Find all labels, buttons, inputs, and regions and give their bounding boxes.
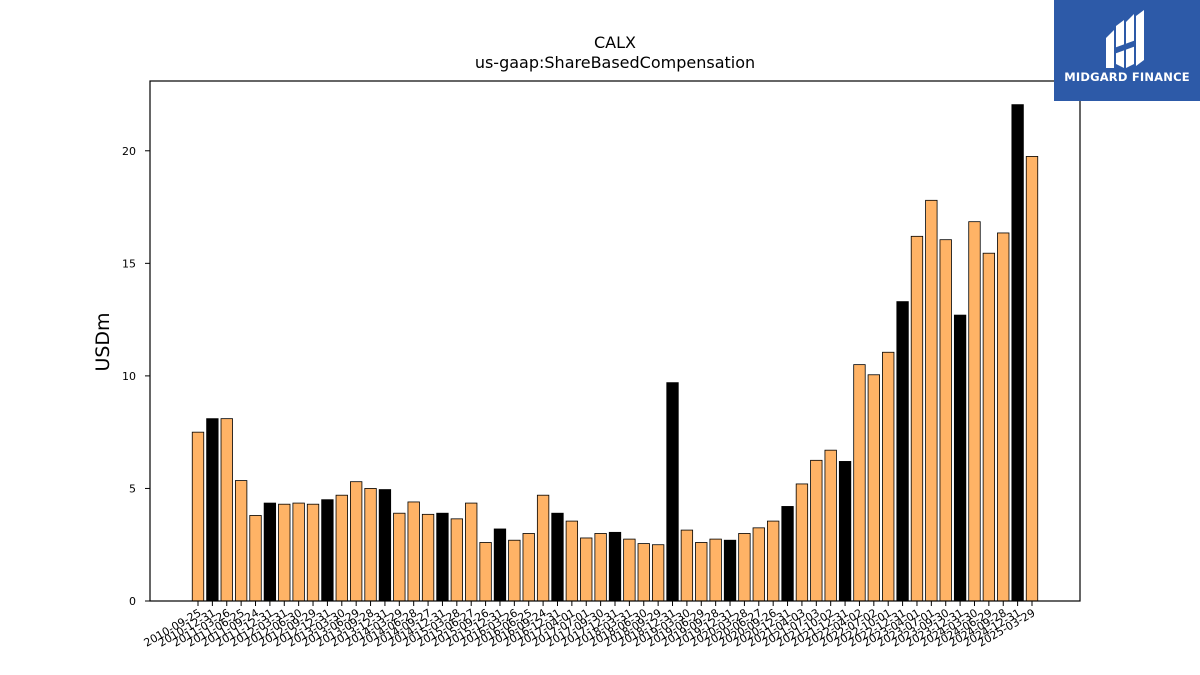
bar-2012-12-31 bbox=[321, 499, 334, 602]
y-tick-label: 15 bbox=[122, 257, 136, 270]
bar-2014-09-27 bbox=[421, 513, 435, 602]
bar-2011-06-25 bbox=[234, 480, 248, 602]
y-axis-label: USDm bbox=[92, 312, 114, 371]
y-tick-label: 0 bbox=[129, 595, 136, 608]
bar-2010-09-25 bbox=[191, 431, 205, 602]
bar-2015-06-27 bbox=[465, 502, 478, 602]
bar-2013-09-28 bbox=[364, 488, 377, 602]
bar-2011-12-31 bbox=[263, 502, 277, 602]
chart-title: CALX bbox=[594, 33, 636, 52]
bar-2022-12-31 bbox=[896, 301, 909, 602]
bar-2011-09-24 bbox=[249, 515, 262, 602]
bar-2023-09-30 bbox=[939, 239, 952, 602]
x-axis: 2010-09-252010-12-312011-03-262011-06-25… bbox=[142, 601, 1038, 650]
brand-logo: MIDGARD FINANCE bbox=[1054, 0, 1200, 101]
bar-2024-09-28 bbox=[997, 232, 1010, 602]
bar-2017-12-31 bbox=[608, 531, 622, 602]
y-tick-label: 10 bbox=[122, 370, 136, 383]
bar-2019-09-28 bbox=[709, 538, 722, 602]
bar-2014-06-28 bbox=[407, 501, 420, 602]
bar-2017-04-01 bbox=[565, 520, 579, 602]
bar-2016-12-31 bbox=[551, 512, 564, 602]
bar-2013-12-31 bbox=[378, 489, 392, 602]
bar-2017-09-30 bbox=[594, 533, 607, 602]
bar-2019-12-31 bbox=[723, 539, 737, 602]
y-tick-label: 20 bbox=[122, 145, 136, 158]
plot-frame bbox=[149, 80, 1081, 602]
bar-2015-12-31 bbox=[493, 528, 507, 602]
bar-2016-06-25 bbox=[522, 533, 535, 602]
y-tick-label: 5 bbox=[129, 482, 136, 495]
bar-2021-04-03 bbox=[795, 483, 809, 602]
bar-2022-10-01 bbox=[882, 351, 895, 602]
bar-2014-03-29 bbox=[393, 512, 406, 602]
bar-2012-03-31 bbox=[278, 503, 291, 602]
bar-2021-07-03 bbox=[810, 459, 823, 602]
bar-2020-12-31 bbox=[781, 506, 794, 602]
bar-2020-03-28 bbox=[738, 533, 751, 602]
bar-2015-03-28 bbox=[450, 518, 463, 602]
bar-2016-03-26 bbox=[508, 539, 521, 602]
chart-subtitle: us-gaap:ShareBasedCompensation bbox=[475, 53, 755, 72]
y-axis: 0 5 10 15 20 bbox=[122, 145, 150, 608]
bar-2011-03-26 bbox=[220, 418, 233, 602]
bar-2024-06-29 bbox=[982, 252, 996, 602]
bar-2022-04-02 bbox=[853, 364, 866, 602]
bar-2024-03-30 bbox=[968, 221, 981, 602]
bar-2016-09-24 bbox=[536, 494, 550, 602]
bar-2021-10-02 bbox=[824, 449, 837, 602]
bar-2024-12-31 bbox=[1011, 104, 1024, 602]
bar-2023-04-01 bbox=[910, 235, 924, 602]
bar-2018-03-31 bbox=[623, 538, 636, 602]
bar-2023-07-01 bbox=[925, 199, 938, 602]
bar-2023-12-31 bbox=[953, 314, 967, 602]
bar-2018-06-30 bbox=[637, 543, 650, 602]
bar-2018-12-31 bbox=[666, 382, 679, 602]
bar-2022-07-02 bbox=[867, 374, 880, 602]
brand-name: MIDGARD FINANCE bbox=[1064, 70, 1190, 84]
bar-2018-09-29 bbox=[651, 544, 665, 602]
bar-2025-03-29 bbox=[1025, 156, 1039, 602]
midgard-logo-icon bbox=[1106, 10, 1144, 68]
bar-2012-09-29 bbox=[306, 503, 320, 602]
bar-2014-12-31 bbox=[436, 512, 449, 602]
bar-2015-09-26 bbox=[479, 542, 492, 602]
bar-2020-09-26 bbox=[767, 520, 780, 602]
bar-2017-07-01 bbox=[580, 537, 593, 602]
bar-2019-03-30 bbox=[680, 529, 694, 602]
bar-2021-12-31 bbox=[838, 461, 852, 602]
bar-2013-06-29 bbox=[350, 481, 363, 602]
bar-2012-06-30 bbox=[292, 502, 305, 602]
bar-series bbox=[191, 104, 1039, 602]
bar-2013-03-30 bbox=[335, 494, 348, 602]
bar-2020-06-27 bbox=[752, 527, 765, 602]
bar-2010-12-31 bbox=[206, 418, 219, 602]
bar-2019-06-29 bbox=[695, 542, 708, 602]
